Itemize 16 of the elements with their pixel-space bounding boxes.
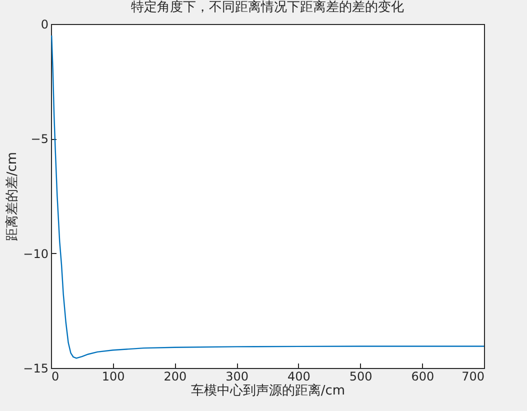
- x-tick-label: 100: [102, 370, 125, 384]
- x-tick-label: 300: [226, 370, 249, 384]
- y-axis-title: 距离差的差/cm: [4, 152, 20, 242]
- x-tick-label: 600: [411, 370, 434, 384]
- x-tick-label: 200: [164, 370, 187, 384]
- x-tick-label: 400: [287, 370, 310, 384]
- line-series: [51, 34, 484, 359]
- x-tick-label: 500: [349, 370, 372, 384]
- y-tick-label: −10: [23, 246, 48, 261]
- y-tick-label: 0: [40, 18, 48, 32]
- chart-title: 特定角度下，不同距离情况下距离差的差的变化: [131, 0, 404, 15]
- x-tick-label: 700: [462, 370, 484, 384]
- y-tick-label: −5: [30, 132, 48, 146]
- y-tick-label: −15: [23, 362, 48, 376]
- x-axis-title: 车模中心到声源的距离/cm: [190, 382, 346, 398]
- x-tick-label: 0: [52, 370, 60, 384]
